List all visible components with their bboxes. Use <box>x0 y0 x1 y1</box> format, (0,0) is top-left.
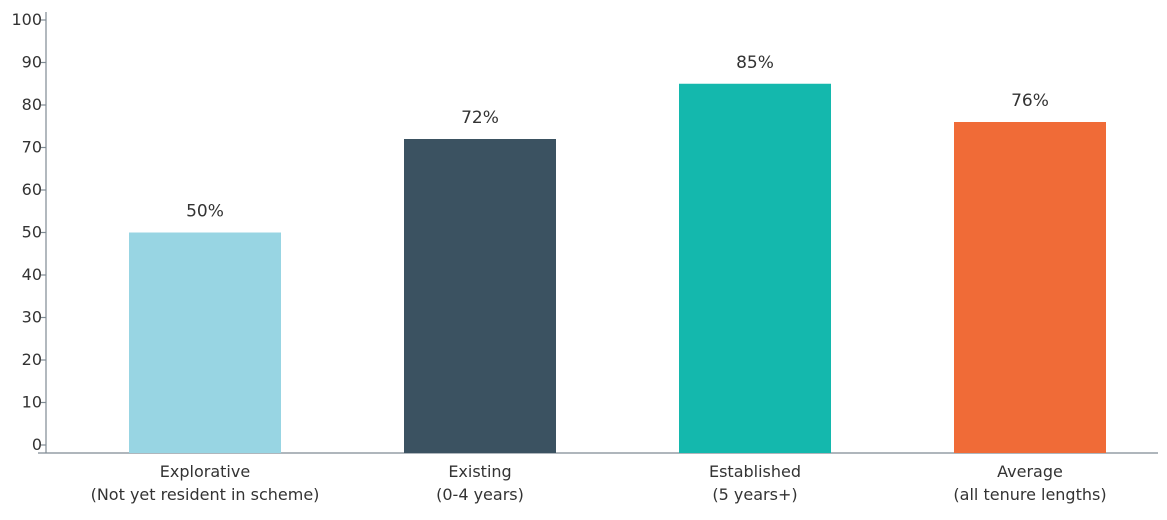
y-tick-label: 60 <box>22 180 42 199</box>
x-category-label: Average <box>997 462 1063 481</box>
x-category-label: Explorative <box>160 462 250 481</box>
y-tick-label: 40 <box>22 265 42 284</box>
y-tick-label: 100 <box>11 10 42 29</box>
y-tick-label: 10 <box>22 393 42 412</box>
y-tick-label: 30 <box>22 308 42 327</box>
y-tick-label: 20 <box>22 350 42 369</box>
y-tick-label: 50 <box>22 223 42 242</box>
y-tick-label: 90 <box>22 53 42 72</box>
y-tick-label: 70 <box>22 138 42 157</box>
bar <box>954 122 1106 453</box>
y-tick-label: 80 <box>22 95 42 114</box>
y-axis: 0 10 20 30 40 50 60 70 80 90 100 <box>11 10 47 454</box>
x-category-label: (Not yet resident in scheme) <box>91 485 320 504</box>
x-category-label: (0-4 years) <box>436 485 524 504</box>
x-category-label: (all tenure lengths) <box>953 485 1106 504</box>
data-labels: 50% 72% 85% 76% <box>186 53 1049 222</box>
x-axis: Explorative (Not yet resident in scheme) E… <box>38 452 1158 504</box>
y-tick-label: 0 <box>32 435 42 454</box>
bar <box>404 139 556 453</box>
x-category-label: Established <box>709 462 801 481</box>
bar-value-label: 85% <box>736 53 774 73</box>
x-category-label: Existing <box>448 462 511 481</box>
bars <box>129 83 1106 453</box>
bar-value-label: 72% <box>461 108 499 128</box>
bar-value-label: 50% <box>186 202 224 222</box>
bar <box>679 83 831 453</box>
x-category-label: (5 years+) <box>712 485 797 504</box>
bar <box>129 232 281 453</box>
bar-value-label: 76% <box>1011 91 1049 111</box>
